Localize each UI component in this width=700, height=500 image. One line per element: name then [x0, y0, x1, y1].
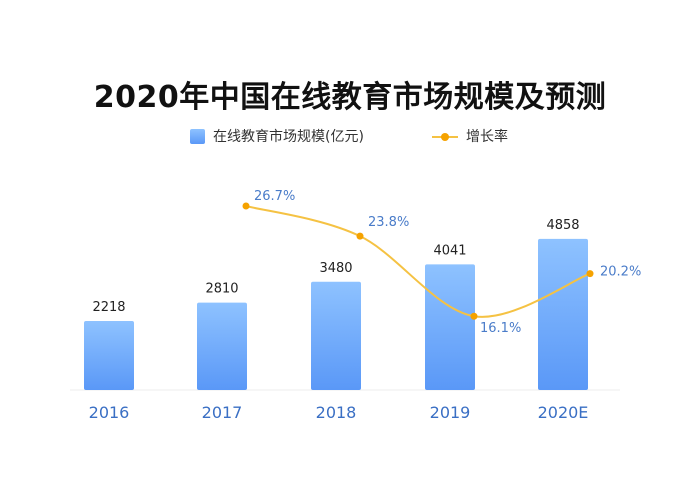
bar-value-label-2017: 2810 [205, 282, 238, 297]
bar-value-label-2020E: 4858 [546, 218, 579, 233]
bar-2016 [84, 321, 134, 390]
category-labels: 2016 2017 2018 2019 2020E [89, 403, 589, 422]
growth-rate-line [245, 205, 591, 318]
bar-value-label-2019: 4041 [433, 243, 466, 258]
bar-value-label-2016: 2218 [92, 300, 125, 315]
bar-2018 [311, 281, 361, 390]
growth-rate-point-2019 [470, 312, 478, 320]
x-tick-label-2017: 2017 [202, 403, 243, 422]
bar-series [84, 238, 588, 390]
legend-item-market-size: 在线教育市场规模(亿元) [190, 126, 364, 146]
growth-rate-series: 26.7% 23.8% 16.1% 20.2% [242, 189, 641, 336]
x-tick-label-2016: 2016 [89, 403, 130, 422]
x-tick-label-2018: 2018 [316, 403, 357, 422]
legend-bar-swatch [190, 128, 205, 144]
bar-2020E [538, 238, 588, 390]
legend: 在线教育市场规模(亿元) 增长率 [0, 124, 700, 150]
legend-label-growth-rate: 增长率 [466, 129, 508, 145]
bar-2017 [197, 302, 247, 390]
growth-rate-point-2017 [242, 202, 250, 210]
legend-line-swatch [432, 129, 458, 144]
chart-title: 2020年中国在线教育市场规模及预测 [93, 80, 607, 115]
bar-value-label-2018: 3480 [319, 261, 352, 276]
growth-rate-point-2020E [586, 270, 594, 278]
legend-item-growth-rate: 增长率 [432, 126, 508, 146]
growth-rate-point-2018 [356, 232, 364, 240]
growth-rate-label-2018: 23.8% [368, 215, 409, 230]
bar-value-labels: 2218 2810 3480 4041 4858 [92, 218, 579, 315]
legend-label-market-size: 在线教育市场规模(亿元) [213, 129, 364, 145]
growth-rate-label-2017: 26.7% [254, 189, 295, 204]
growth-rate-label-2020E: 20.2% [600, 265, 641, 280]
x-tick-label-2020E: 2020E [538, 403, 589, 422]
x-tick-label-2019: 2019 [430, 403, 471, 422]
bar-2019 [425, 264, 475, 390]
growth-rate-label-2019: 16.1% [480, 321, 521, 336]
